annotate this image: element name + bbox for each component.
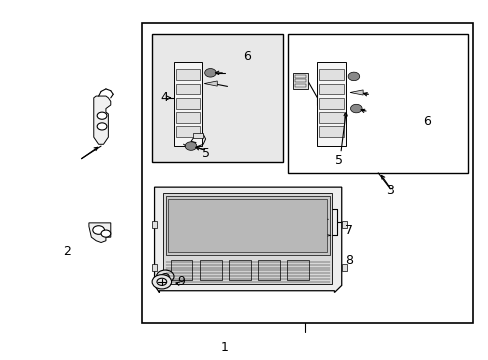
Bar	[292, 73, 307, 89]
Circle shape	[161, 274, 169, 279]
Bar	[176, 69, 200, 80]
Bar	[152, 264, 157, 271]
Polygon shape	[350, 104, 362, 113]
Polygon shape	[203, 81, 217, 86]
Circle shape	[152, 275, 171, 289]
Bar	[176, 112, 200, 123]
Bar	[341, 264, 346, 271]
Bar	[193, 133, 203, 138]
Circle shape	[93, 226, 104, 234]
Bar	[287, 33, 467, 173]
Bar	[319, 112, 343, 123]
Bar	[287, 260, 308, 280]
Bar	[319, 69, 343, 80]
Polygon shape	[347, 72, 359, 81]
Polygon shape	[307, 206, 321, 211]
Polygon shape	[317, 233, 330, 238]
Text: 9: 9	[177, 275, 185, 288]
Polygon shape	[185, 142, 197, 150]
Bar	[176, 126, 200, 137]
Bar	[319, 98, 343, 109]
Text: 1: 1	[221, 341, 228, 354]
Bar	[152, 221, 157, 228]
Text: 8: 8	[345, 254, 352, 267]
Bar	[294, 75, 305, 78]
Polygon shape	[204, 68, 216, 77]
Bar	[142, 23, 472, 323]
Circle shape	[156, 270, 174, 283]
Bar	[317, 62, 345, 146]
Bar	[168, 199, 326, 252]
Bar	[258, 260, 280, 280]
Bar	[200, 260, 221, 280]
Polygon shape	[315, 217, 328, 222]
Bar	[165, 196, 329, 255]
Text: 5: 5	[201, 147, 209, 160]
Bar	[319, 126, 343, 137]
Bar	[294, 79, 305, 82]
Text: 2: 2	[63, 245, 71, 258]
Text: 7: 7	[345, 224, 352, 237]
Polygon shape	[94, 96, 111, 144]
Bar	[174, 62, 202, 146]
Circle shape	[101, 230, 111, 237]
Bar	[176, 98, 200, 109]
Bar	[294, 84, 305, 87]
Circle shape	[97, 112, 107, 119]
Bar	[341, 221, 346, 228]
Text: 4: 4	[160, 91, 168, 104]
Text: 6: 6	[422, 114, 430, 127]
Text: 5: 5	[335, 154, 343, 167]
Bar	[176, 84, 200, 94]
Bar	[152, 33, 283, 162]
Bar	[319, 84, 343, 94]
Circle shape	[97, 123, 107, 130]
Bar	[170, 260, 192, 280]
Polygon shape	[349, 90, 363, 95]
Bar	[228, 260, 250, 280]
Polygon shape	[89, 223, 111, 243]
Bar	[163, 193, 331, 284]
Polygon shape	[154, 187, 341, 293]
Text: 3: 3	[386, 184, 393, 197]
Text: 6: 6	[243, 50, 250, 63]
